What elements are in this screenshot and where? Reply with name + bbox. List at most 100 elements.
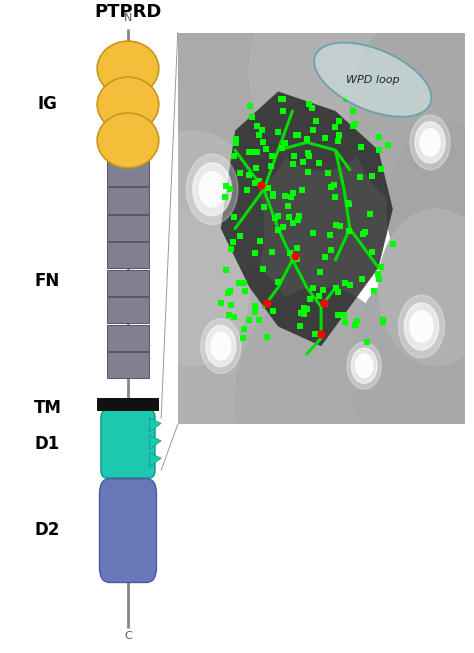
Point <box>280 222 287 232</box>
Point <box>349 106 356 116</box>
Point <box>264 183 272 193</box>
Point <box>327 230 334 240</box>
Point <box>252 163 260 173</box>
Point <box>236 278 243 288</box>
Point <box>230 212 237 223</box>
Circle shape <box>193 163 231 215</box>
Point <box>277 94 285 104</box>
Point <box>299 185 306 196</box>
Point <box>251 147 258 157</box>
Circle shape <box>350 13 474 209</box>
Point <box>375 145 383 155</box>
Point <box>328 245 335 255</box>
Point <box>377 261 385 272</box>
Point <box>297 308 305 319</box>
Circle shape <box>206 326 236 367</box>
Point <box>350 121 357 131</box>
Point <box>335 116 342 126</box>
Bar <box>107 242 149 268</box>
Point <box>306 99 313 109</box>
Point <box>289 217 297 228</box>
Point <box>380 316 387 326</box>
Point <box>294 129 302 140</box>
Point <box>359 229 366 240</box>
Point <box>335 310 342 321</box>
Text: PTPRD: PTPRD <box>94 3 162 22</box>
Point <box>331 122 339 133</box>
Point <box>274 276 282 287</box>
Bar <box>107 325 149 351</box>
Point <box>303 134 310 144</box>
Point <box>292 130 300 140</box>
Circle shape <box>410 115 450 170</box>
Point <box>290 151 298 162</box>
Point <box>300 303 308 313</box>
Circle shape <box>201 319 241 374</box>
Point <box>256 236 264 246</box>
Circle shape <box>120 131 264 326</box>
Point <box>299 157 306 167</box>
FancyBboxPatch shape <box>100 479 156 582</box>
Point <box>230 151 238 161</box>
Point <box>375 131 383 142</box>
Point <box>263 298 271 308</box>
Point <box>253 146 261 157</box>
Circle shape <box>211 332 231 360</box>
Point <box>361 227 369 237</box>
Point <box>248 112 255 122</box>
Circle shape <box>347 342 382 389</box>
Point <box>379 315 386 325</box>
Point <box>352 118 359 129</box>
Point <box>310 283 317 293</box>
Circle shape <box>404 303 439 350</box>
Point <box>346 279 354 290</box>
Ellipse shape <box>314 42 431 117</box>
Point <box>345 198 352 208</box>
Bar <box>107 352 149 378</box>
Point <box>336 130 343 140</box>
Bar <box>107 187 149 214</box>
Circle shape <box>410 311 433 342</box>
Point <box>255 130 263 140</box>
Point <box>243 184 250 195</box>
Point <box>252 307 259 317</box>
Bar <box>107 215 149 241</box>
Point <box>378 164 385 174</box>
Bar <box>97 398 159 411</box>
Point <box>359 274 366 285</box>
Point <box>273 127 281 138</box>
Ellipse shape <box>97 77 159 132</box>
Point <box>274 210 282 221</box>
Polygon shape <box>149 436 161 449</box>
Circle shape <box>356 354 373 377</box>
Text: D1: D1 <box>35 435 60 453</box>
Point <box>320 298 328 308</box>
Circle shape <box>199 172 225 207</box>
Point <box>259 264 267 274</box>
Point <box>293 243 301 253</box>
Point <box>287 191 294 202</box>
Point <box>334 136 342 146</box>
Point <box>225 310 233 320</box>
Point <box>357 142 365 152</box>
Circle shape <box>387 123 474 295</box>
Point <box>307 294 314 304</box>
Point <box>246 170 253 180</box>
Point <box>221 191 228 202</box>
Point <box>252 300 259 311</box>
Circle shape <box>350 268 474 464</box>
Point <box>316 158 323 168</box>
Point <box>227 244 235 255</box>
Circle shape <box>140 256 301 475</box>
Point <box>321 133 329 143</box>
Point <box>374 269 382 279</box>
Ellipse shape <box>97 41 159 96</box>
Point <box>279 93 287 104</box>
Point <box>236 231 243 241</box>
Circle shape <box>399 295 445 358</box>
Point <box>229 236 237 247</box>
Point <box>296 321 304 331</box>
Point <box>284 200 292 211</box>
Point <box>317 329 325 340</box>
Text: FN: FN <box>35 272 60 290</box>
